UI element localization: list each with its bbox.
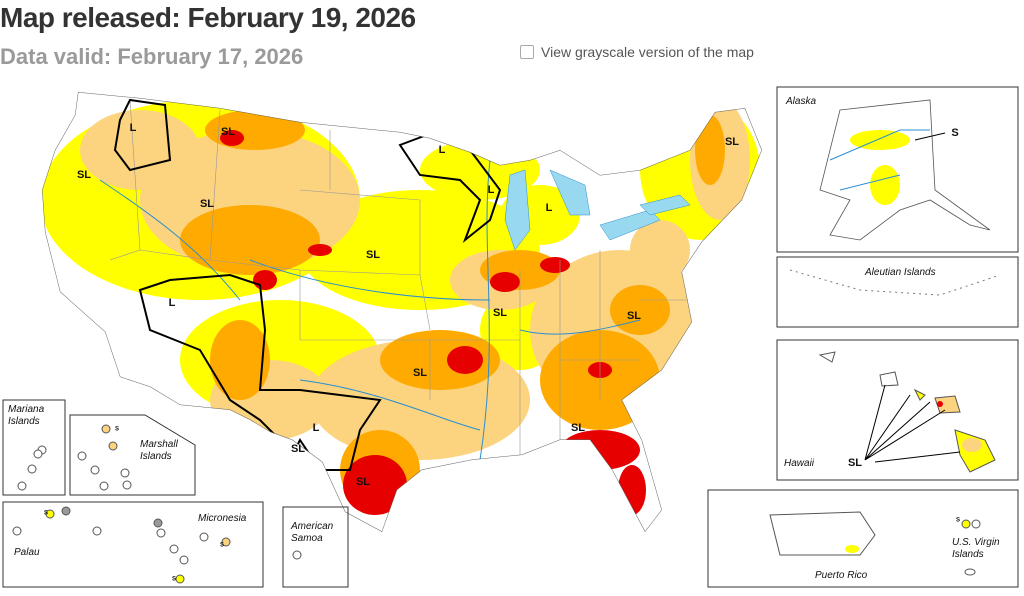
impact-label: SL — [366, 249, 380, 261]
inset-label: Palau — [14, 547, 40, 558]
impact-label: SL — [493, 307, 507, 319]
impact-label: SL — [77, 169, 91, 181]
inset-label: American — [290, 521, 334, 532]
inset-label: Aleutian Islands — [864, 267, 936, 278]
impact-label: L — [546, 202, 553, 214]
impact-label: SL — [848, 457, 862, 469]
puerto-rico-shape — [769, 511, 981, 576]
inset-label: Micronesia — [198, 513, 247, 524]
impact-label: SL — [725, 136, 739, 148]
grayscale-checkbox[interactable]: View grayscale version of the map — [520, 44, 754, 60]
inset-label: Mariana — [8, 404, 45, 415]
impact-label: L — [130, 122, 137, 134]
inset-frames — [2, 86, 1019, 588]
impact-label: S — [115, 427, 119, 433]
inset-label: Islands — [140, 451, 172, 462]
impact-label: S — [951, 127, 958, 139]
impact-label: S — [220, 543, 224, 549]
hawaii-shape — [818, 351, 996, 473]
checkbox-label[interactable]: View grayscale version of the map — [541, 44, 754, 60]
inset-label: Marshall — [140, 439, 179, 450]
impact-label: SL — [571, 422, 585, 434]
impact-label: SL — [356, 476, 370, 488]
impact-label: SL — [627, 310, 641, 322]
impact-label: SL — [200, 198, 214, 210]
inset-label: Puerto Rico — [815, 570, 868, 581]
pacific-islands — [12, 424, 302, 584]
title: Map released: February 19, 2026 — [0, 2, 416, 33]
conus — [42, 92, 762, 532]
impact-label: L — [488, 184, 495, 196]
inset-label: Islands — [952, 549, 984, 560]
alaska-shape — [789, 99, 1001, 296]
impact-label: S — [172, 577, 176, 583]
impact-label: S — [44, 511, 48, 517]
impact-label: SL — [221, 126, 235, 138]
inset-label: Samoa — [291, 533, 323, 544]
impact-label: SL — [291, 443, 305, 455]
inset-label: Hawaii — [784, 458, 815, 469]
checkbox-box[interactable] — [520, 45, 534, 59]
impact-label: SL — [413, 367, 427, 379]
inset-label: Islands — [8, 416, 40, 427]
impact-label: L — [313, 422, 320, 434]
inset-label: U.S. Virgin — [952, 537, 1000, 548]
impact-label: L — [169, 297, 176, 309]
subtitle: Data valid: February 17, 2026 — [0, 44, 304, 69]
impact-label: L — [439, 144, 446, 156]
inset-label: Alaska — [785, 96, 816, 107]
impact-label: S — [956, 518, 960, 524]
